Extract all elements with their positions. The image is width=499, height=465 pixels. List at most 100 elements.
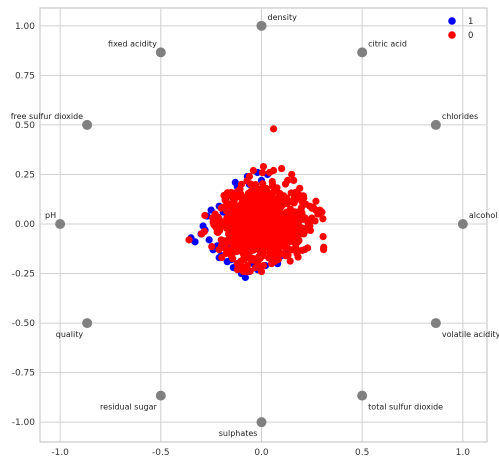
y-tick-label: -0.25 xyxy=(12,270,35,280)
data-point xyxy=(249,209,257,218)
data-point xyxy=(276,189,284,197)
x-tick-label: -0.5 xyxy=(152,448,170,458)
anchor-point xyxy=(55,219,66,230)
data-point xyxy=(255,252,263,261)
legend-marker xyxy=(448,31,456,39)
anchor-point xyxy=(457,219,468,230)
anchor-label: free sulfur dioxide xyxy=(11,112,83,121)
y-tick-label: -0.75 xyxy=(12,369,35,379)
data-point xyxy=(318,208,326,216)
y-tick-label: 0.50 xyxy=(15,121,35,131)
data-point xyxy=(240,226,248,234)
data-point xyxy=(191,238,199,246)
anchor-point xyxy=(430,119,441,130)
data-point xyxy=(272,195,280,203)
anchor-label: alcohol xyxy=(469,211,498,220)
data-point xyxy=(208,243,216,251)
data-point xyxy=(209,214,217,222)
data-point xyxy=(286,257,294,265)
data-point xyxy=(262,227,270,235)
data-point xyxy=(205,236,213,244)
anchor-label: volatile acidity xyxy=(442,330,499,339)
anchor-point xyxy=(155,390,166,401)
legend-label: 0 xyxy=(468,31,473,41)
data-point xyxy=(201,211,209,220)
anchor-label: citric acid xyxy=(368,39,407,48)
data-point xyxy=(319,232,327,241)
anchor-label: pH xyxy=(45,211,56,220)
y-tick-label: 0.25 xyxy=(15,170,35,180)
data-point xyxy=(227,220,235,228)
anchor-label: residual sugar xyxy=(100,403,157,412)
anchor-label: quality xyxy=(56,330,84,339)
data-point xyxy=(243,268,251,276)
data-point xyxy=(237,218,245,226)
x-tick-label: 1.0 xyxy=(456,448,471,458)
legend-label: 1 xyxy=(468,17,473,27)
x-tick-label: 0.0 xyxy=(254,448,269,458)
data-point xyxy=(233,187,241,196)
data-point xyxy=(236,205,245,214)
data-point xyxy=(231,231,240,240)
anchor-label: density xyxy=(267,13,297,22)
data-point xyxy=(212,223,220,232)
anchor-point xyxy=(155,47,166,58)
legend-marker xyxy=(448,17,456,25)
data-point xyxy=(271,184,280,192)
data-point xyxy=(295,231,303,239)
data-point xyxy=(278,164,286,173)
data-point xyxy=(319,215,327,223)
data-point xyxy=(220,204,229,212)
data-point xyxy=(241,273,249,282)
data-point xyxy=(224,236,232,244)
data-point xyxy=(273,230,281,238)
data-point xyxy=(231,178,239,186)
anchor-point xyxy=(82,119,93,130)
data-point xyxy=(249,166,258,175)
data-point xyxy=(278,229,286,237)
data-point xyxy=(265,168,274,177)
data-point xyxy=(256,264,265,272)
data-point xyxy=(269,125,278,133)
data-point xyxy=(281,237,290,245)
data-point xyxy=(285,219,293,227)
data-point xyxy=(218,253,226,262)
data-point xyxy=(280,210,288,218)
data-point xyxy=(293,238,301,247)
anchor-point xyxy=(357,47,368,58)
data-point xyxy=(265,249,274,257)
data-point xyxy=(298,246,306,254)
data-point xyxy=(262,197,270,205)
data-point xyxy=(227,204,236,212)
data-point xyxy=(259,180,267,188)
anchor-point xyxy=(357,390,368,401)
data-point xyxy=(200,227,208,236)
anchor-label: total sulfur dioxide xyxy=(368,403,443,412)
anchor-point xyxy=(82,318,93,329)
series-0 xyxy=(185,125,328,276)
data-point xyxy=(281,180,290,188)
data-point xyxy=(240,256,249,264)
data-point xyxy=(282,244,291,252)
data-point xyxy=(242,196,251,205)
data-point xyxy=(243,210,251,218)
data-point xyxy=(247,256,255,264)
legend: 10 xyxy=(448,17,473,41)
data-point xyxy=(260,190,268,198)
y-tick-label: 0.00 xyxy=(15,220,35,230)
x-tick-label: 0.5 xyxy=(355,448,369,458)
y-tick-label: -0.50 xyxy=(12,319,36,329)
data-point xyxy=(308,204,316,212)
data-point xyxy=(245,202,253,211)
data-point xyxy=(185,236,193,244)
anchor-label: chlorides xyxy=(442,112,478,121)
anchor-label: sulphates xyxy=(219,429,258,438)
data-point xyxy=(259,162,268,171)
data-point xyxy=(287,229,295,237)
data-point xyxy=(290,176,298,185)
data-point xyxy=(258,169,267,177)
data-point xyxy=(274,215,282,224)
data-point xyxy=(247,187,255,195)
y-tick-label: -1.00 xyxy=(12,418,36,428)
data-point xyxy=(252,222,260,230)
